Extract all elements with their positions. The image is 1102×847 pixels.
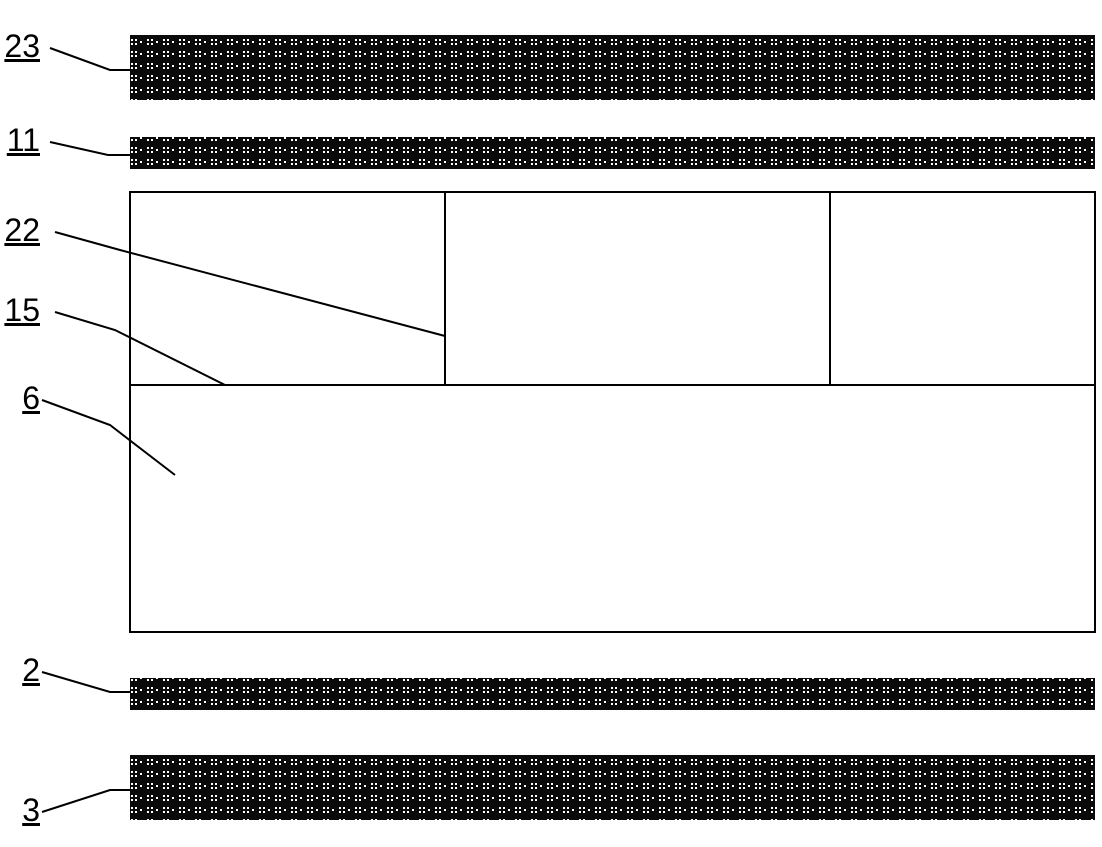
main-box [130,192,1095,632]
bar-11 [130,137,1095,169]
leader-3 [42,790,130,812]
label-3: 3 [18,792,40,829]
label-22: 22 [0,212,40,249]
bar-3 [130,755,1095,820]
label-6: 6 [18,380,40,417]
label-15: 15 [0,292,40,329]
leader-23 [50,48,130,70]
label-23: 23 [0,28,40,65]
bar-2 [130,678,1095,710]
leader-11 [50,142,130,155]
leader-2 [42,672,130,692]
bar-23 [130,35,1095,100]
label-2: 2 [18,652,40,689]
diagram-svg [0,0,1102,847]
technical-diagram: 23 11 22 15 6 2 3 [0,0,1102,847]
label-11: 11 [0,122,40,159]
